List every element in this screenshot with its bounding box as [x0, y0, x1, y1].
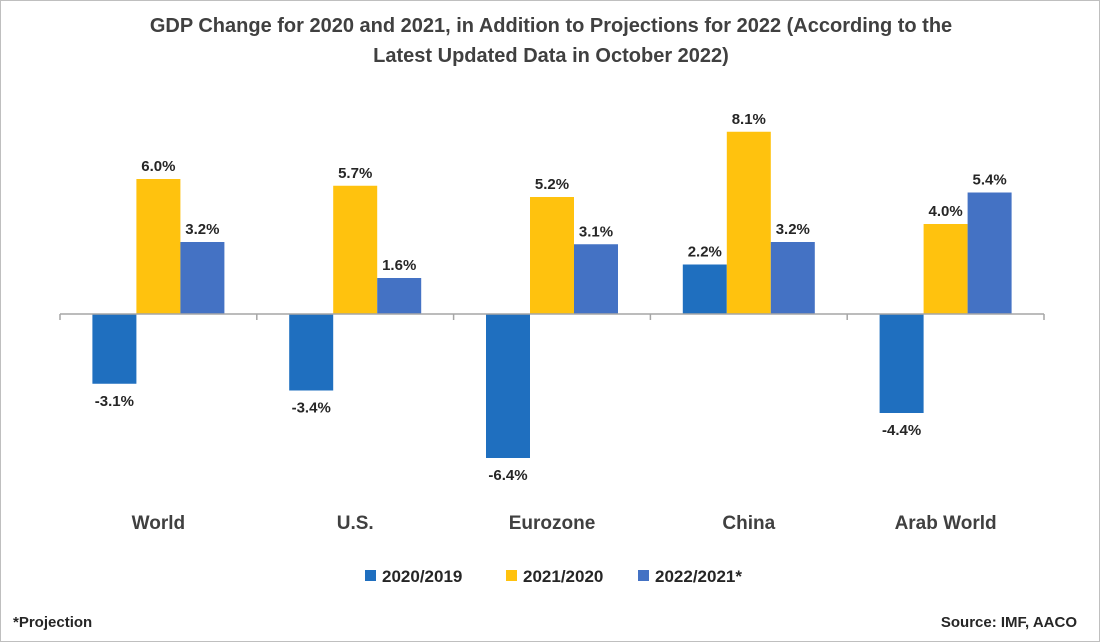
category-label-china: China	[722, 513, 775, 534]
legend-swatch-2022-2021	[638, 570, 649, 581]
data-label-china-2020-2019: 2.2%	[688, 244, 722, 261]
data-label-china-2021-2020: 8.1%	[732, 111, 766, 128]
data-label-world-2022-2021: 3.2%	[185, 221, 219, 238]
bar-u-s-2020-2019	[289, 314, 334, 391]
data-label-china-2022-2021: 3.2%	[776, 221, 810, 238]
bar-eurozone-2021-2020	[530, 197, 574, 314]
chart-title-line-1: GDP Change for 2020 and 2021, in Additio…	[150, 15, 952, 37]
data-label-eurozone-2022-2021: 3.1%	[579, 223, 613, 240]
chart-title-line-2: Latest Updated Data in October 2022)	[373, 45, 729, 67]
bar-u-s-2022-2021	[377, 278, 422, 314]
bar-u-s-2021-2020	[333, 185, 378, 314]
legend-item-2021-2020: 2021/2020	[506, 567, 603, 586]
bar-world-2020-2019	[92, 314, 137, 384]
bar-arab-world-2022-2021	[967, 192, 1012, 314]
legend-label-2020-2019: 2020/2019	[382, 567, 462, 586]
category-label-u-s: U.S.	[337, 513, 374, 534]
legend-item-2022-2021: 2022/2021*	[638, 567, 742, 586]
data-label-eurozone-2020-2019: -6.4%	[488, 467, 527, 484]
bar-arab-world-2020-2019	[879, 314, 924, 413]
bar-china-2021-2020	[726, 131, 771, 314]
category-label-eurozone: Eurozone	[509, 513, 596, 534]
data-label-arab-world-2021-2020: 4.0%	[928, 203, 962, 220]
data-label-arab-world-2022-2021: 5.4%	[972, 172, 1006, 189]
data-label-eurozone-2021-2020: 5.2%	[535, 176, 569, 193]
legend-swatch-2021-2020	[506, 570, 517, 581]
x-axis	[59, 313, 1045, 320]
legend-label-2022-2021: 2022/2021*	[655, 567, 742, 586]
category-label-world: World	[132, 513, 185, 534]
category-label-arab-world: Arab World	[895, 513, 997, 534]
bar-arab-world-2021-2020	[923, 224, 968, 314]
bar-eurozone-2020-2019	[486, 314, 530, 458]
chart-title: GDP Change for 2020 and 2021, in Additio…	[150, 15, 952, 67]
legend-swatch-2020-2019	[365, 570, 376, 581]
bar-china-2020-2019	[682, 264, 727, 314]
bar-world-2022-2021	[180, 242, 225, 314]
data-label-world-2021-2020: 6.0%	[141, 158, 175, 175]
legend-label-2021-2020: 2021/2020	[523, 567, 603, 586]
bar-eurozone-2022-2021	[574, 244, 618, 314]
bar-china-2022-2021	[770, 242, 815, 314]
data-label-u-s-2020-2019: -3.4%	[292, 400, 331, 417]
category-labels: World U.S. Eurozone China Arab World	[132, 513, 997, 534]
data-label-u-s-2022-2021: 1.6%	[382, 257, 416, 274]
bar-world-2021-2020	[136, 179, 181, 314]
data-labels: -3.1% 6.0% 3.2% -3.4% 5.7% 1.6% -6.4% 5.2% 3.1% 2…	[95, 111, 1007, 484]
legend: 2020/2019 2021/2020 2022/2021*	[365, 567, 742, 586]
source-note: Source: IMF, AACO	[941, 614, 1077, 631]
data-label-world-2020-2019: -3.1%	[95, 393, 134, 410]
legend-item-2020-2019: 2020/2019	[365, 567, 462, 586]
bars	[92, 131, 1012, 458]
data-label-u-s-2021-2020: 5.7%	[338, 165, 372, 182]
footnote: *Projection	[13, 614, 92, 631]
data-label-arab-world-2020-2019: -4.4%	[882, 422, 921, 439]
